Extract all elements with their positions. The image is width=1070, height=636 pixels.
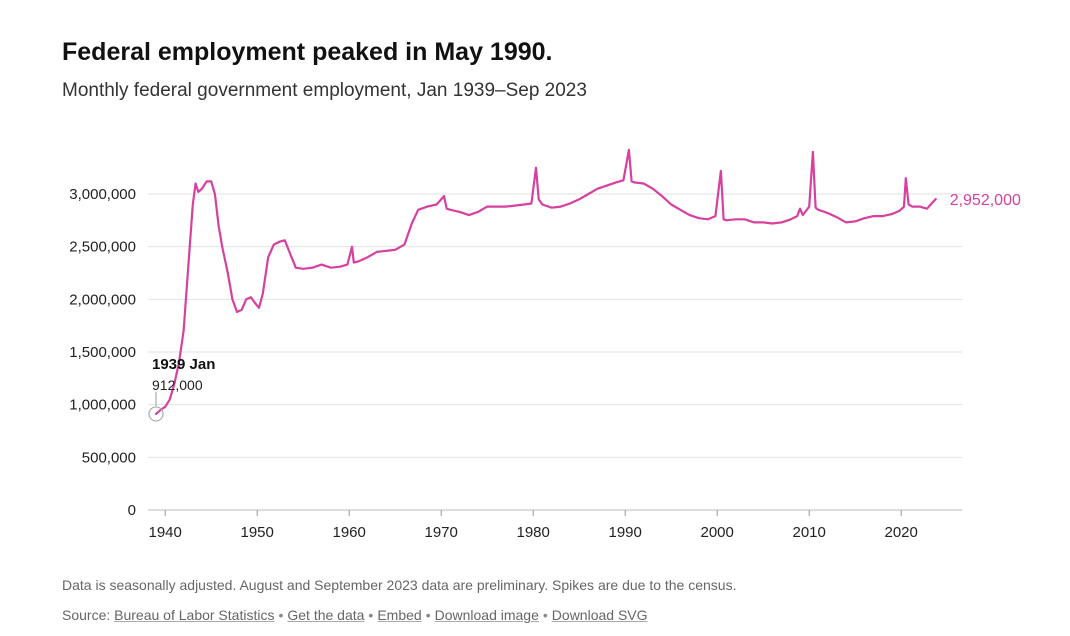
annotation-marker [148,406,164,422]
x-tick-label: 1940 [149,524,182,541]
annotation-layer: 1939 Jan 912,000 2,952,000 [148,192,1021,422]
y-axis: 0 500,000 1,000,000 1,500,000 2,000,000 2,500… [69,186,136,519]
link-embed[interactable]: Embed [377,607,422,623]
x-tick-label: 2000 [701,524,734,541]
x-tick-label: 1990 [609,524,642,541]
annotation-value: 912,000 [152,377,203,393]
end-value-label: 2,952,000 [950,192,1021,209]
x-tick-label: 1960 [333,524,366,541]
y-tick-label: 3,000,000 [69,186,136,203]
x-tick-label: 2020 [885,524,918,541]
source-label: Source: [62,607,111,623]
gridlines [148,193,962,511]
chart-title: Federal employment peaked in May 1990. [62,38,553,66]
link-download-image[interactable]: Download image [434,607,539,623]
series-line [154,148,937,415]
x-tick-label: 1970 [425,524,458,541]
x-axis: 1940 1950 1960 1970 1980 1990 2000 2010 2020 [149,510,918,541]
separator: • [278,607,284,623]
separator: • [425,607,431,623]
annotation-title: 1939 Jan [152,356,215,373]
data-note: Data is seasonally adjusted. August and … [62,577,737,593]
line-chart: 0 500,000 1,000,000 1,500,000 2,000,000 2,500… [69,148,1021,541]
y-tick-label: 2,000,000 [69,291,136,308]
source-line: Source: Bureau of Labor Statistics • Get t… [62,607,648,623]
link-download-svg[interactable]: Download SVG [551,607,648,623]
y-tick-label: 1,500,000 [69,344,136,361]
link-bls[interactable]: Bureau of Labor Statistics [114,607,275,623]
series-layer [154,148,937,415]
y-tick-label: 0 [128,502,136,519]
chart-subtitle: Monthly federal government employment, J… [62,80,587,101]
x-tick-label: 1980 [517,524,550,541]
link-get-data[interactable]: Get the data [287,607,365,623]
separator: • [368,607,374,623]
x-tick-label: 2010 [793,524,826,541]
y-tick-label: 2,500,000 [69,239,136,256]
x-tick-label: 1950 [241,524,274,541]
y-tick-label: 500,000 [82,449,136,466]
y-tick-label: 1,000,000 [69,397,136,414]
separator: • [542,607,548,623]
